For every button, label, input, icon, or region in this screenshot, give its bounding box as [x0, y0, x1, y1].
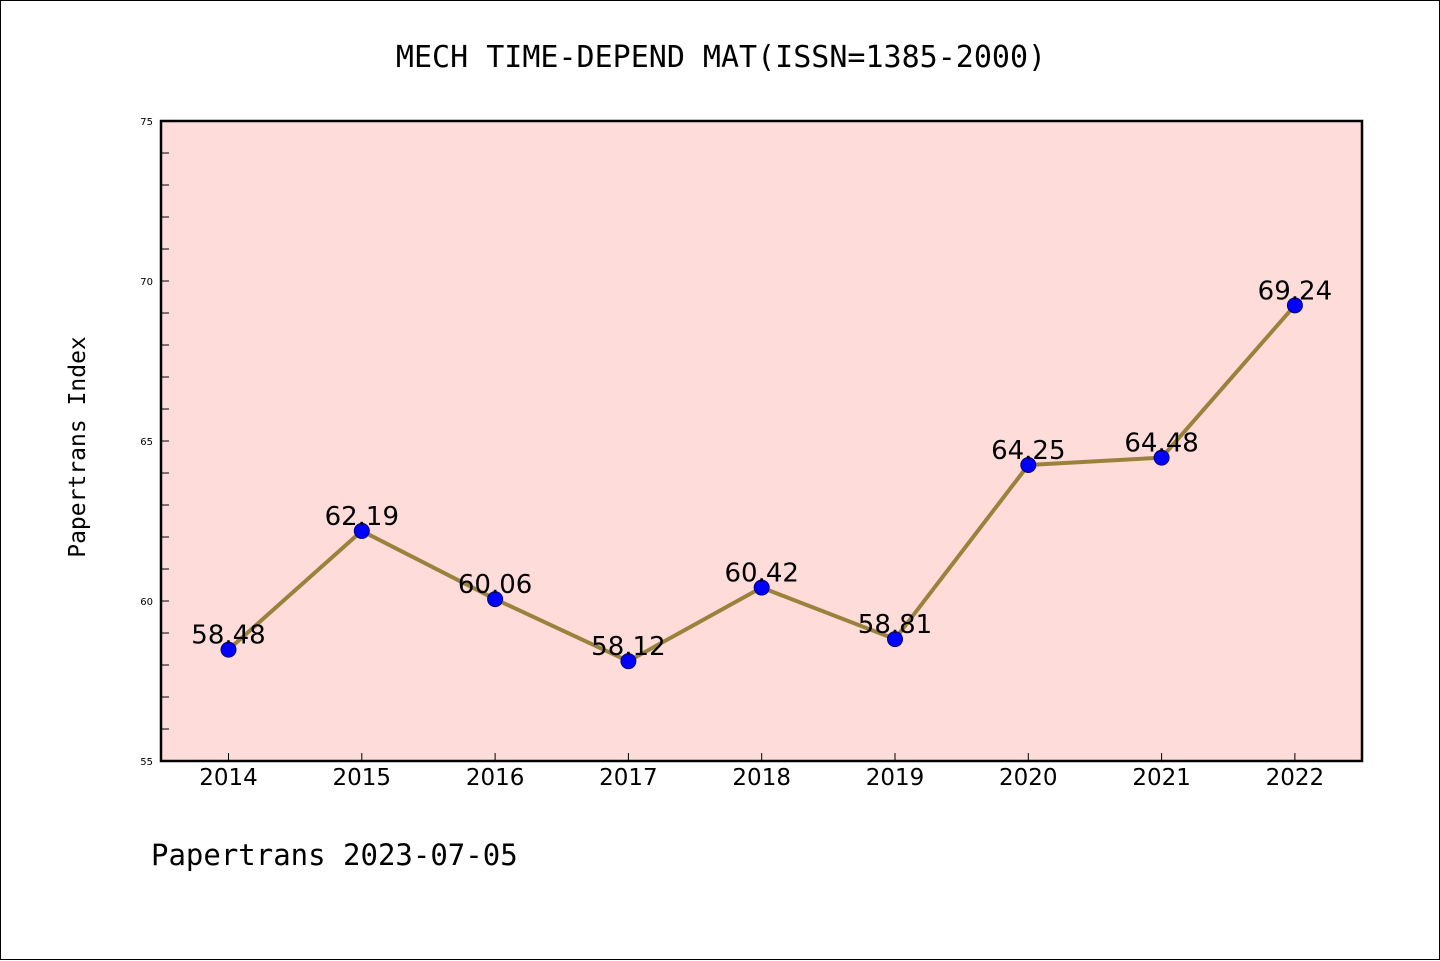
data-point [220, 641, 237, 658]
data-label: 58.81 [858, 610, 932, 640]
data-point [353, 522, 370, 539]
x-tick-label: 2022 [1266, 765, 1325, 791]
data-point [620, 653, 637, 670]
y-tick-label: 55 [140, 757, 153, 768]
x-tick-label: 2019 [866, 765, 925, 791]
data-label: 58.48 [191, 621, 265, 651]
data-markers [220, 297, 1303, 670]
y-axis: 55 60 65 70 75 [140, 117, 169, 768]
x-tick-label: 2016 [466, 765, 525, 791]
data-point [887, 631, 903, 648]
chart-title: MECH TIME-DEPEND MAT(ISSN=1385-2000) [396, 40, 1046, 75]
data-point [1286, 297, 1303, 314]
data-label: 62.19 [325, 502, 399, 532]
x-tick-label: 2021 [1132, 765, 1191, 791]
y-tick-label: 60 [140, 597, 153, 608]
data-point [1020, 457, 1037, 473]
data-label: 60.06 [458, 570, 532, 600]
x-tick-label: 2020 [999, 765, 1058, 791]
data-label: 58.12 [591, 632, 665, 662]
footer-watermark: Papertrans 2023-07-05 [151, 838, 518, 872]
y-tick-label: 75 [140, 117, 153, 128]
y-axis-label: Papertrans Index [65, 336, 91, 558]
x-axis: 2014 2015 2016 2017 2018 2019 2020 2021 2022 [199, 753, 1324, 791]
y-tick-label: 70 [140, 277, 153, 288]
data-point [1153, 449, 1170, 466]
x-tick-label: 2014 [199, 765, 258, 791]
data-point [487, 591, 504, 608]
y-tick-label: 65 [140, 437, 153, 448]
data-point [753, 579, 770, 596]
data-label: 64.48 [1124, 429, 1198, 459]
data-label: 60.42 [724, 559, 798, 589]
data-label: 64.25 [991, 436, 1065, 466]
x-tick-label: 2015 [333, 765, 392, 791]
x-tick-label: 2017 [599, 765, 658, 791]
plot-area [161, 121, 1362, 761]
plot-border [159, 119, 1364, 763]
data-labels: 58.48 62.19 60.06 58.12 60.42 58.81 64.25 64.48… [191, 276, 1332, 662]
x-tick-label: 2018 [732, 765, 791, 791]
data-label: 69.24 [1258, 276, 1332, 306]
